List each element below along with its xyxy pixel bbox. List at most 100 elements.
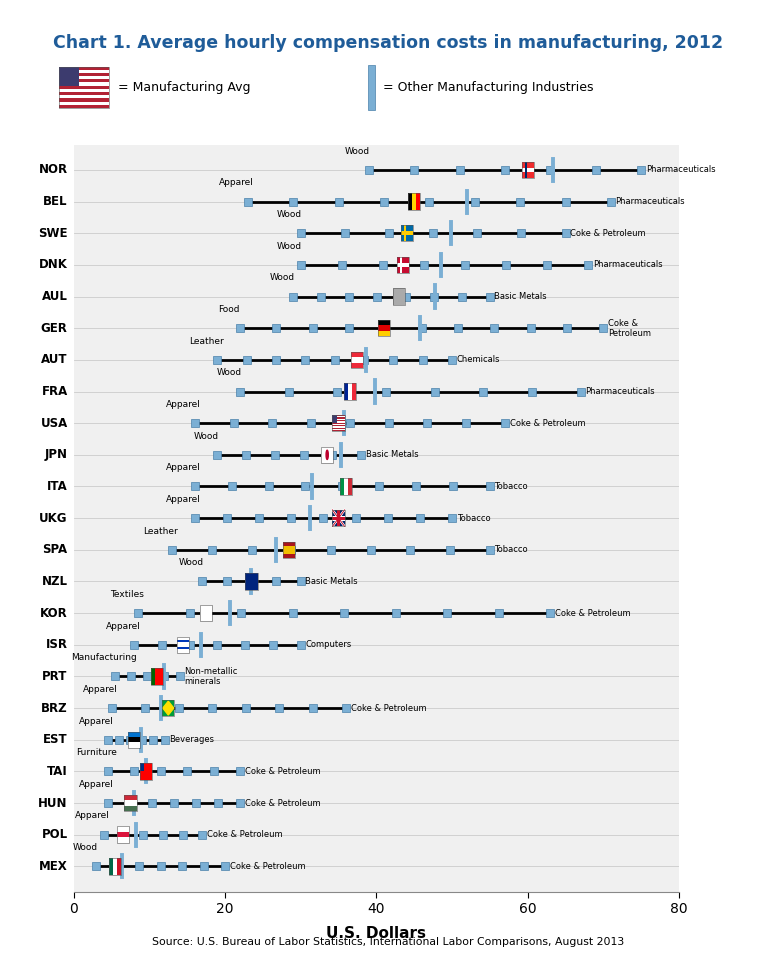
Bar bbox=[109, 858, 121, 874]
Text: Wood: Wood bbox=[193, 432, 219, 441]
Text: Furniture: Furniture bbox=[76, 748, 117, 757]
Bar bbox=[400, 225, 413, 241]
Text: PRT: PRT bbox=[43, 670, 68, 683]
Bar bbox=[128, 742, 140, 748]
Bar bbox=[124, 806, 137, 812]
Text: Coke & Petroleum: Coke & Petroleum bbox=[570, 228, 646, 238]
Text: Tobacco: Tobacco bbox=[456, 514, 490, 522]
Text: Coke & Petroleum: Coke & Petroleum bbox=[207, 830, 282, 840]
Text: USA: USA bbox=[40, 416, 68, 430]
Text: POL: POL bbox=[42, 828, 68, 842]
Text: Tobacco: Tobacco bbox=[494, 482, 528, 491]
Text: AUT: AUT bbox=[41, 354, 68, 366]
Text: Wood: Wood bbox=[345, 147, 370, 155]
Bar bbox=[397, 256, 409, 273]
Bar bbox=[397, 263, 409, 267]
Bar bbox=[245, 574, 258, 590]
Bar bbox=[124, 795, 137, 800]
Bar bbox=[200, 604, 212, 622]
Bar bbox=[162, 700, 175, 716]
Bar bbox=[344, 478, 348, 495]
Bar bbox=[59, 67, 109, 108]
Bar bbox=[178, 636, 189, 653]
Text: KOR: KOR bbox=[40, 606, 68, 620]
Text: UKG: UKG bbox=[39, 512, 68, 524]
Text: Apparel: Apparel bbox=[166, 495, 201, 504]
Text: Coke & Petroleum: Coke & Petroleum bbox=[230, 862, 305, 870]
Bar bbox=[155, 668, 163, 684]
Text: Pharmaceuticals: Pharmaceuticals bbox=[585, 387, 655, 396]
Bar bbox=[117, 838, 129, 843]
Text: BRZ: BRZ bbox=[41, 702, 68, 714]
Text: NOR: NOR bbox=[39, 164, 68, 176]
Bar bbox=[393, 288, 405, 305]
Text: SWE: SWE bbox=[38, 227, 68, 240]
Bar bbox=[140, 763, 151, 780]
Text: TAI: TAI bbox=[47, 764, 68, 778]
Bar bbox=[117, 826, 129, 843]
Bar bbox=[178, 640, 189, 642]
Bar bbox=[332, 415, 338, 422]
Bar bbox=[332, 517, 345, 520]
Text: Pharmaceuticals: Pharmaceuticals bbox=[615, 197, 685, 206]
Bar bbox=[348, 384, 352, 400]
Bar bbox=[59, 67, 79, 86]
Bar bbox=[400, 231, 413, 235]
Bar bbox=[109, 858, 113, 874]
Bar bbox=[397, 256, 409, 273]
Text: Beverages: Beverages bbox=[169, 736, 214, 744]
Text: Apparel: Apparel bbox=[83, 684, 118, 694]
Bar bbox=[117, 858, 121, 874]
Bar bbox=[400, 256, 403, 273]
Text: GER: GER bbox=[41, 322, 68, 335]
Bar bbox=[151, 668, 155, 684]
Bar bbox=[140, 763, 144, 771]
Text: Chart 1. Average hourly compensation costs in manufacturing, 2012: Chart 1. Average hourly compensation cos… bbox=[53, 34, 723, 52]
Bar bbox=[162, 700, 175, 716]
Bar bbox=[124, 795, 137, 812]
Bar bbox=[378, 320, 390, 326]
Bar bbox=[128, 732, 140, 737]
Bar bbox=[332, 426, 345, 428]
Text: Wood: Wood bbox=[178, 558, 203, 567]
Text: Apparel: Apparel bbox=[79, 716, 114, 726]
Text: Tobacco: Tobacco bbox=[494, 546, 528, 554]
Text: Apparel: Apparel bbox=[166, 400, 201, 409]
Text: Apparel: Apparel bbox=[75, 812, 110, 820]
Bar bbox=[140, 771, 151, 780]
Bar bbox=[332, 415, 345, 432]
Bar bbox=[404, 225, 406, 241]
Bar bbox=[59, 76, 109, 79]
Bar bbox=[338, 510, 340, 526]
Bar bbox=[117, 826, 129, 832]
Text: DNK: DNK bbox=[39, 258, 68, 272]
Text: Source: U.S. Bureau of Labor Statistics, International Labor Comparisons, August: Source: U.S. Bureau of Labor Statistics,… bbox=[152, 937, 624, 947]
Bar bbox=[200, 604, 212, 622]
Bar bbox=[140, 763, 151, 771]
Bar bbox=[59, 67, 109, 108]
Bar bbox=[344, 384, 348, 400]
Text: AUL: AUL bbox=[42, 290, 68, 303]
Bar bbox=[59, 89, 109, 92]
Text: Coke & Petroleum: Coke & Petroleum bbox=[244, 798, 320, 808]
Bar bbox=[332, 510, 345, 526]
Bar bbox=[352, 352, 363, 368]
Bar bbox=[321, 446, 333, 463]
Text: Chemicals: Chemicals bbox=[456, 356, 500, 364]
Bar bbox=[352, 384, 356, 400]
Polygon shape bbox=[163, 701, 174, 715]
Bar bbox=[352, 352, 363, 357]
Text: Basic Metals: Basic Metals bbox=[494, 292, 547, 301]
Bar bbox=[332, 416, 345, 417]
Text: NZL: NZL bbox=[42, 575, 68, 588]
Bar bbox=[337, 510, 341, 526]
Bar bbox=[283, 542, 296, 558]
Bar bbox=[332, 516, 345, 521]
Bar bbox=[283, 542, 296, 546]
Text: HUN: HUN bbox=[38, 796, 68, 810]
Text: Pharmaceuticals: Pharmaceuticals bbox=[646, 166, 715, 174]
Bar bbox=[178, 636, 189, 653]
Bar bbox=[59, 83, 109, 86]
Text: Wood: Wood bbox=[217, 368, 241, 377]
Bar bbox=[521, 162, 534, 178]
